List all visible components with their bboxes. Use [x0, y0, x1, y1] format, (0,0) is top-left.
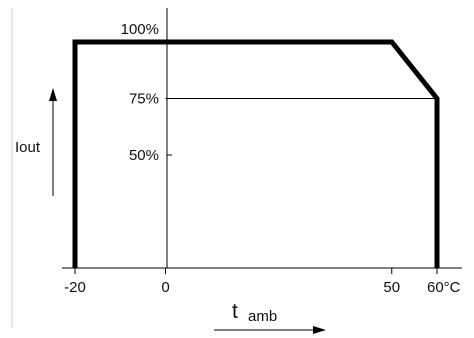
series — [72, 39, 440, 268]
x-tick-label: 50 — [383, 279, 400, 296]
x-axis-label: t — [232, 300, 238, 323]
x-tick-label: -20 — [64, 279, 86, 296]
y-tick-label: 50% — [129, 147, 159, 164]
x-tick-label: 60°C — [427, 279, 461, 296]
y-arrow-head — [49, 88, 57, 101]
y-tick-label: 75% — [129, 91, 159, 108]
y-axis-label: Iout — [15, 139, 41, 156]
x-axis-label-subscript: amb — [248, 308, 277, 325]
y-tick-label: 100% — [121, 21, 159, 38]
series-line — [72, 39, 440, 268]
x-arrow-head — [313, 326, 326, 334]
x-tick-label: 0 — [161, 279, 169, 296]
labels: -20 0 50 60°C 100% 75% 50% Iout t amb — [15, 21, 461, 325]
axes — [49, 8, 462, 334]
